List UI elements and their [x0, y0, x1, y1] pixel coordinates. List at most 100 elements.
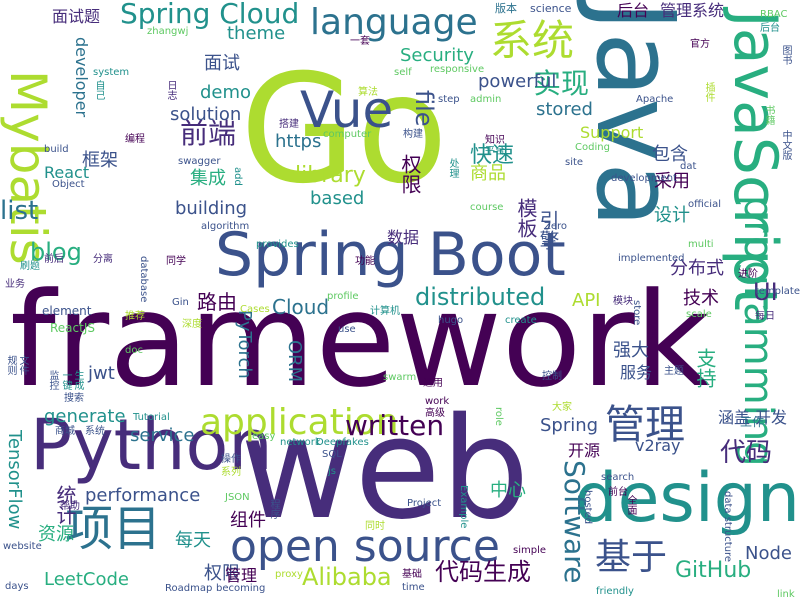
word: 面试 [204, 53, 240, 74]
word: hosted [582, 490, 593, 525]
word: 后台 [760, 23, 780, 34]
word: PyTorch [234, 310, 255, 379]
word: 构建 [403, 129, 423, 140]
word: step [438, 94, 460, 105]
word: provides [256, 239, 299, 250]
word: 框架 [82, 150, 118, 171]
word: Spring [540, 415, 599, 436]
word: responsive [430, 64, 485, 75]
word: 帮助 [60, 501, 80, 512]
word: Support [580, 123, 644, 142]
word: framework [10, 264, 711, 416]
word: network [280, 437, 321, 448]
word: Go [240, 43, 449, 217]
word: 搭建 [279, 119, 299, 130]
word: performance [85, 485, 201, 506]
word: 管理系统 [660, 1, 725, 20]
word: 通用 [423, 378, 443, 389]
word: powerful [478, 71, 557, 92]
word: Spring Boot [215, 220, 566, 290]
word: 搜索 [64, 393, 84, 404]
word: template [754, 286, 800, 297]
word: 规则 [5, 355, 16, 375]
word: 资源 [38, 524, 74, 545]
word: generate [44, 406, 126, 427]
word: website [3, 541, 42, 552]
word: 强大 [613, 340, 649, 361]
word: 数据 [387, 228, 420, 247]
word: RBAC [760, 9, 788, 20]
word: create [505, 315, 537, 326]
word: 文件 [17, 355, 28, 375]
word: Roadmap [165, 583, 213, 594]
word: build [44, 144, 69, 155]
word: developer [72, 37, 91, 118]
word: 代码生成 [435, 558, 531, 586]
word: 基础 [402, 569, 422, 580]
word: theme [227, 23, 286, 44]
word: 主题 [664, 366, 684, 377]
word: 涵盖 [718, 408, 751, 427]
word: 监控 [47, 370, 58, 390]
word: 高级 [425, 408, 445, 419]
word: 实现 [533, 67, 590, 100]
word: web [240, 388, 530, 551]
word: 前端 [180, 117, 237, 150]
word: doc [125, 345, 143, 356]
word: implemented [618, 253, 685, 264]
word: 集成 [190, 168, 226, 189]
word: role [493, 407, 504, 426]
word: computer [323, 129, 372, 140]
word: 知识 [485, 135, 505, 146]
word: 商品 [470, 163, 506, 184]
word: 权限 [398, 154, 422, 194]
word: Mybatis [0, 70, 57, 265]
word: 同学 [166, 256, 186, 267]
word: TensorFlow [4, 430, 25, 530]
word: React [44, 163, 90, 182]
word: science [530, 2, 572, 15]
word: Software [558, 460, 591, 584]
word: becoming [216, 583, 266, 594]
word: 引擎 [536, 210, 560, 250]
word: 大家 [552, 402, 572, 413]
word: 管理 [225, 566, 258, 585]
word: 每日 [755, 311, 775, 322]
word: 进阶 [738, 269, 758, 280]
word: proxy [275, 569, 303, 580]
word: 计算机 [370, 306, 400, 317]
word: Gin [172, 297, 189, 308]
word: use [338, 324, 356, 335]
word: Security [400, 45, 474, 66]
word: system [93, 67, 130, 78]
word: v2ray [635, 436, 681, 455]
word: work [425, 396, 450, 407]
word: 业务 [5, 279, 25, 290]
word: profile [327, 291, 359, 302]
word: 开源 [568, 441, 601, 460]
word: store [631, 300, 642, 326]
word: https [275, 131, 322, 152]
word: jwt [88, 363, 115, 384]
word: blog [30, 238, 82, 266]
word: time [402, 582, 425, 593]
word: add [232, 167, 243, 186]
word: 统计 [53, 485, 77, 525]
word: application [200, 402, 399, 443]
word: 前台 [608, 487, 628, 498]
word: 面试题 [52, 7, 101, 26]
word: Zero [544, 221, 568, 232]
word: 分离 [93, 254, 113, 265]
word: building [175, 198, 248, 219]
word: 技术 [683, 288, 719, 309]
word: Cases [240, 304, 270, 315]
word: 快速 [470, 143, 515, 168]
word: open source [230, 521, 500, 572]
word: LeetCode [44, 569, 129, 590]
word: database [138, 256, 149, 303]
word: 采用 [654, 171, 690, 192]
word: written [345, 409, 445, 442]
word: 图书 [780, 45, 791, 65]
word: ReactJS [50, 321, 95, 335]
